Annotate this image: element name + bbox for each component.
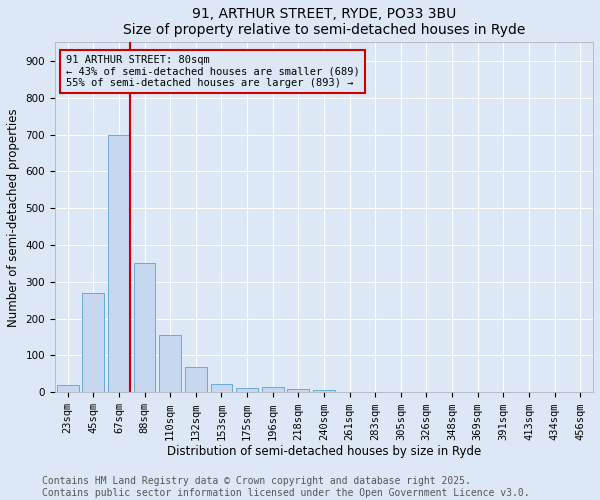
Bar bbox=[185, 367, 206, 392]
Title: 91, ARTHUR STREET, RYDE, PO33 3BU
Size of property relative to semi-detached hou: 91, ARTHUR STREET, RYDE, PO33 3BU Size o… bbox=[123, 7, 525, 37]
Y-axis label: Number of semi-detached properties: Number of semi-detached properties bbox=[7, 108, 20, 326]
Bar bbox=[159, 335, 181, 392]
Bar bbox=[287, 388, 309, 392]
Bar bbox=[313, 390, 335, 392]
Bar bbox=[134, 264, 155, 392]
Bar bbox=[262, 387, 284, 392]
Text: Contains HM Land Registry data © Crown copyright and database right 2025.
Contai: Contains HM Land Registry data © Crown c… bbox=[42, 476, 530, 498]
Bar bbox=[236, 388, 258, 392]
Bar bbox=[211, 384, 232, 392]
Bar bbox=[108, 134, 130, 392]
Bar bbox=[57, 385, 79, 392]
Bar bbox=[82, 293, 104, 392]
X-axis label: Distribution of semi-detached houses by size in Ryde: Distribution of semi-detached houses by … bbox=[167, 445, 481, 458]
Text: 91 ARTHUR STREET: 80sqm
← 43% of semi-detached houses are smaller (689)
55% of s: 91 ARTHUR STREET: 80sqm ← 43% of semi-de… bbox=[65, 54, 359, 88]
